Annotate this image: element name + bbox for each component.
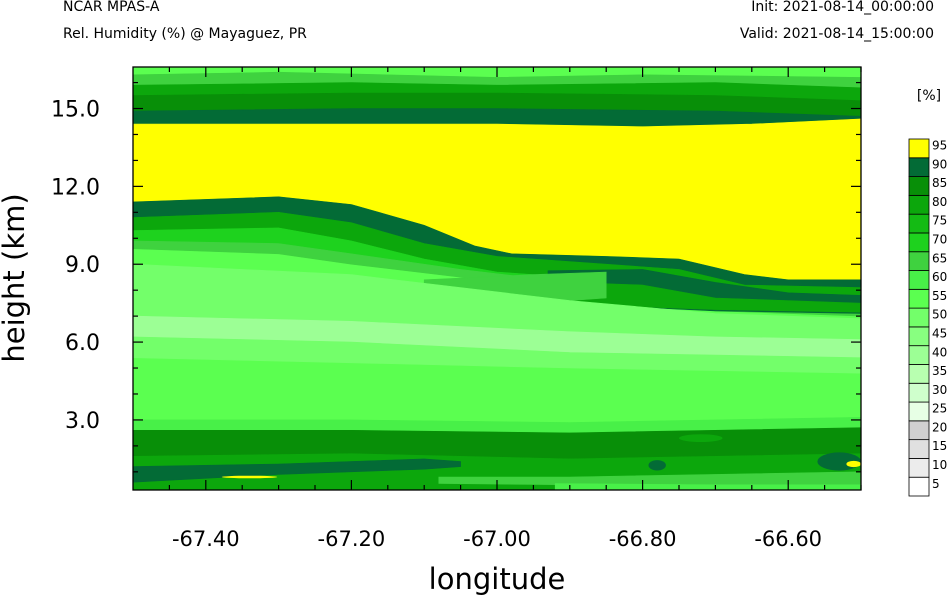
colorbar-label: 65 bbox=[932, 251, 947, 265]
chart-subtitle: Rel. Humidity (%) @ Mayaguez, PR bbox=[63, 26, 307, 42]
colorbar-swatch-5 bbox=[908, 476, 930, 497]
colorbar-label: 95 bbox=[932, 139, 947, 153]
colorbar-label: 40 bbox=[932, 345, 947, 359]
y-axis-label: height (km) bbox=[0, 193, 31, 362]
x-tick-label: -66.80 bbox=[609, 527, 677, 551]
x-tick-label: -66.60 bbox=[754, 527, 822, 551]
rh-patch-90-2 bbox=[648, 460, 666, 471]
colorbar-label: 5 bbox=[932, 477, 940, 491]
colorbar-label: 10 bbox=[932, 458, 947, 472]
plot-fill bbox=[133, 67, 861, 490]
colorbar-label: 35 bbox=[932, 364, 947, 378]
colorbar-swatch-95 bbox=[908, 138, 930, 159]
colorbar-swatch-50 bbox=[908, 307, 930, 328]
colorbar-swatch-55 bbox=[908, 288, 930, 309]
colorbar-swatch-40 bbox=[908, 345, 930, 365]
x-tick-label: -67.40 bbox=[172, 527, 240, 551]
init-time: Init: 2021-08-14_00:00:00 bbox=[751, 0, 934, 15]
colorbar-swatch-15 bbox=[908, 439, 930, 459]
y-tick-label: 9.0 bbox=[65, 253, 100, 278]
colorbar-swatch-20 bbox=[908, 420, 930, 441]
colorbar-label: 45 bbox=[932, 327, 947, 341]
colorbar-swatch-10 bbox=[908, 458, 930, 478]
colorbar-label: 60 bbox=[932, 270, 947, 284]
x-tick-label: -67.20 bbox=[318, 527, 386, 551]
colorbar-label: 25 bbox=[932, 402, 947, 416]
y-tick-label: 6.0 bbox=[65, 331, 100, 356]
colorbar-swatch-35 bbox=[908, 364, 930, 384]
y-axis: 3.0 6.0 9.0 12.0 15.0 bbox=[51, 81, 861, 473]
model-name: NCAR MPAS-A bbox=[63, 0, 160, 15]
rh-patch-80-3 bbox=[679, 434, 723, 442]
rh-band-85-17 bbox=[133, 427, 861, 460]
x-axis-label: longitude bbox=[429, 562, 566, 596]
colorbar-swatch-30 bbox=[908, 382, 930, 403]
colorbar-label: 15 bbox=[932, 439, 947, 453]
rh-band-90-19 bbox=[133, 458, 461, 483]
colorbar-label: 85 bbox=[932, 176, 947, 190]
colorbar-label: 20 bbox=[932, 420, 947, 434]
colorbar-swatch-60 bbox=[908, 270, 930, 290]
colorbar-swatch-25 bbox=[908, 401, 930, 422]
rh-patch-95-4 bbox=[221, 475, 278, 479]
x-axis: -67.40 -67.20 -67.00 -66.80 -66.60 bbox=[168, 67, 862, 551]
colorbar-label: 90 bbox=[932, 157, 947, 171]
colorbar-swatch-45 bbox=[908, 326, 930, 347]
x-tick-label: -67.00 bbox=[463, 527, 531, 551]
rh-band-50-15 bbox=[133, 336, 861, 374]
colorbar-swatch-85 bbox=[908, 176, 930, 196]
rh-band-65-20 bbox=[438, 471, 861, 488]
colorbar: 5 10 15 20 25 30 35 40 45 50 55 60 65 70 75 80 85 90 95 bbox=[908, 138, 947, 497]
colorbar-unit-label: [%] bbox=[917, 88, 941, 104]
y-tick-label: 3.0 bbox=[65, 409, 100, 434]
y-tick-label: 15.0 bbox=[51, 98, 100, 123]
colorbar-swatch-90 bbox=[908, 157, 930, 177]
colorbar-swatch-80 bbox=[908, 194, 930, 215]
colorbar-label: 70 bbox=[932, 233, 947, 247]
rh-patch-95-1 bbox=[846, 460, 861, 468]
colorbar-label: 30 bbox=[932, 383, 947, 397]
colorbar-label: 75 bbox=[932, 214, 947, 228]
y-tick-label: 12.0 bbox=[51, 175, 100, 200]
rh-band-60-21 bbox=[554, 483, 861, 490]
colorbar-label: 50 bbox=[932, 308, 947, 322]
colorbar-swatch-65 bbox=[908, 251, 930, 271]
colorbar-swatch-75 bbox=[908, 213, 930, 234]
colorbar-swatch-70 bbox=[908, 232, 930, 253]
valid-time: Valid: 2021-08-14_15:00:00 bbox=[739, 26, 934, 42]
colorbar-label: 55 bbox=[932, 289, 947, 303]
colorbar-label: 80 bbox=[932, 195, 947, 209]
